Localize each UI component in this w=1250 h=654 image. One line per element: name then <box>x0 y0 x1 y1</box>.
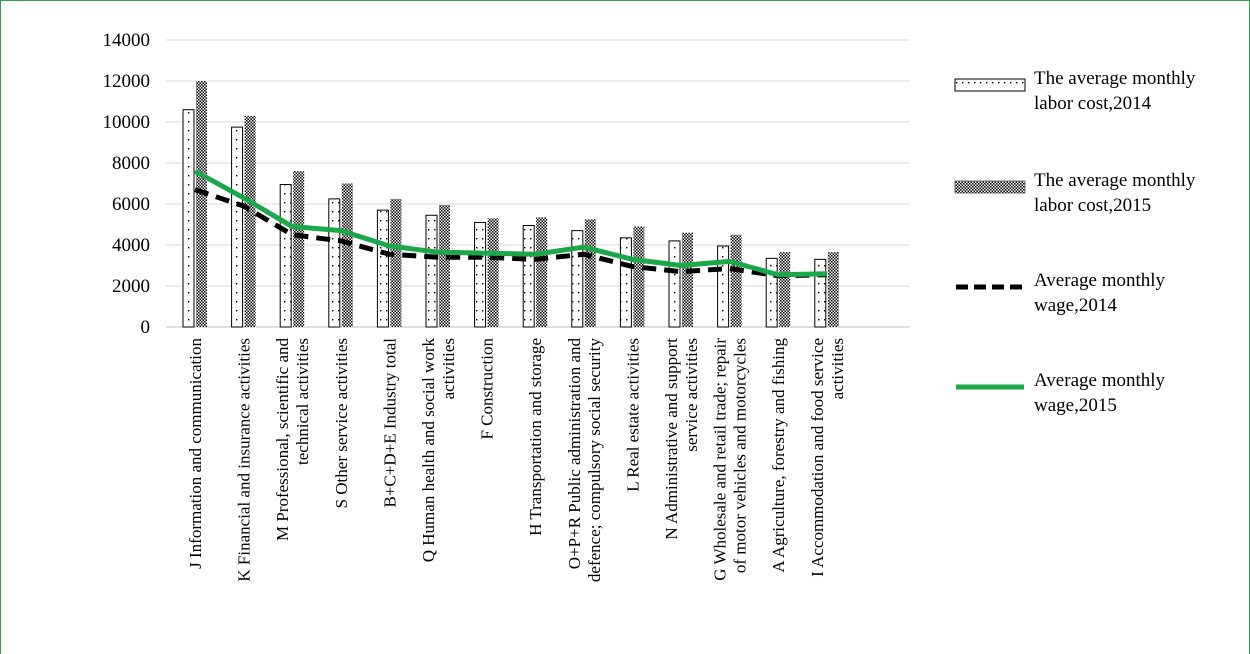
y-tick-label: 12000 <box>103 71 151 92</box>
x-tick-label: defence; compulsory social security <box>585 338 604 583</box>
y-tick-label: 10000 <box>103 112 151 133</box>
bar-labor-cost-2014 <box>182 109 195 328</box>
bar-labor-cost-2014 <box>376 209 389 328</box>
x-tick-label: A Agriculture, forestry and fishing <box>769 338 788 573</box>
legend-item-wage-2014: Average monthly wage,2014 <box>954 270 1244 354</box>
bar-labor-cost-2015 <box>682 232 693 327</box>
x-tick-label: of motor vehicles and motorcycles <box>731 338 750 573</box>
legend-item-wage-2015: Average monthly wage,2015 <box>954 370 1244 454</box>
x-tick-label: I Accommodation and food service <box>808 338 827 577</box>
x-tick-label: F Construction <box>478 338 497 440</box>
bar-labor-cost-2015 <box>439 205 450 327</box>
bar-labor-cost-2015 <box>390 198 402 327</box>
bar-labor-cost-2014 <box>328 198 341 328</box>
x-tick-label: M Professional, scientific and <box>273 338 292 542</box>
legend-swatch-solid-line <box>956 384 1024 390</box>
legend-item-labor-cost-2015: The average monthly labor cost,2015 <box>954 170 1244 254</box>
x-tick-label: K Financial and insurance activities <box>235 338 254 582</box>
x-tick-label: J Information and communication <box>186 338 205 569</box>
y-axis-tick-labels: 0 2000 4000 6000 8000 10000 12000 14000 <box>103 30 151 338</box>
legend-label-line2: labor cost,2014 <box>1034 93 1152 114</box>
bar-labor-cost-2014 <box>814 258 827 328</box>
bar-labor-cost-2014 <box>522 225 535 328</box>
bar-labor-cost-2014 <box>717 245 730 328</box>
y-tick-label: 4000 <box>112 235 150 256</box>
x-tick-label: activities <box>828 338 847 399</box>
legend-label-line2: wage,2015 <box>1034 395 1117 416</box>
bar-labor-cost-2015 <box>584 219 596 327</box>
x-tick-label: B+C+D+E Industry total <box>380 338 399 508</box>
bar-labor-cost-2015 <box>730 234 742 327</box>
y-tick-label: 2000 <box>112 276 150 297</box>
y-tick-label: 0 <box>141 317 151 338</box>
legend-label-line2: wage,2014 <box>1034 295 1117 316</box>
bar-labor-cost-2014 <box>279 184 292 328</box>
legend-swatch-dense-dots <box>954 180 1026 194</box>
bar-labor-cost-2014 <box>765 257 778 328</box>
bar-labor-cost-2015 <box>341 183 353 327</box>
y-tick-label: 8000 <box>112 153 150 174</box>
y-tick-label: 6000 <box>112 194 150 215</box>
bar-labor-cost-2015 <box>536 217 548 327</box>
line-wage-2015 <box>193 169 827 278</box>
bar-labor-cost-2014 <box>231 126 244 328</box>
legend-label-line1: Average monthly <box>1034 370 1166 391</box>
bar-labor-cost-2014 <box>668 240 681 328</box>
line-wage-2014 <box>194 187 827 279</box>
bar-labor-cost-2014 <box>571 230 584 328</box>
lines <box>193 169 827 279</box>
legend-label-line1: The average monthly <box>1034 68 1196 89</box>
bar-labor-cost-2015 <box>633 226 645 327</box>
x-tick-label: service activities <box>682 338 701 452</box>
x-tick-label: L Real estate activities <box>623 338 642 492</box>
bars <box>182 81 839 328</box>
legend-label-line1: The average monthly <box>1034 170 1196 191</box>
y-tick-label: 14000 <box>103 30 151 51</box>
bar-labor-cost-2014 <box>425 214 438 328</box>
x-tick-label: N Administrative and support <box>662 338 681 540</box>
legend-item-labor-cost-2014: The average monthly labor cost,2014 <box>954 68 1244 152</box>
x-tick-label: G Wholesale and retail trade; repair <box>711 338 730 581</box>
bar-labor-cost-2015 <box>779 252 791 327</box>
x-tick-label: technical activities <box>293 338 312 465</box>
bar-labor-cost-2015 <box>244 115 256 327</box>
bar-labor-cost-2015 <box>827 252 839 327</box>
x-tick-label: activities <box>439 338 458 399</box>
legend-label-line2: labor cost,2015 <box>1034 195 1152 216</box>
x-axis-tick-labels: J Information and communication K Financi… <box>186 338 847 583</box>
legend-swatch-dashed-line <box>956 284 1024 290</box>
x-tick-label: H Transportation and storage <box>526 338 545 536</box>
legend-swatch-sparse-dots <box>954 78 1026 92</box>
bar-labor-cost-2015 <box>293 171 305 327</box>
x-tick-label: O+P+R Public administration and <box>565 338 584 570</box>
bar-labor-cost-2015 <box>196 81 207 327</box>
x-tick-label: S Other service activities <box>332 338 351 508</box>
bar-labor-cost-2015 <box>487 218 499 327</box>
bar-labor-cost-2014 <box>474 221 487 328</box>
legend-label-line1: Average monthly <box>1034 270 1166 291</box>
x-tick-label: Q Human health and social work <box>419 338 438 563</box>
bar-labor-cost-2014 <box>619 237 632 328</box>
